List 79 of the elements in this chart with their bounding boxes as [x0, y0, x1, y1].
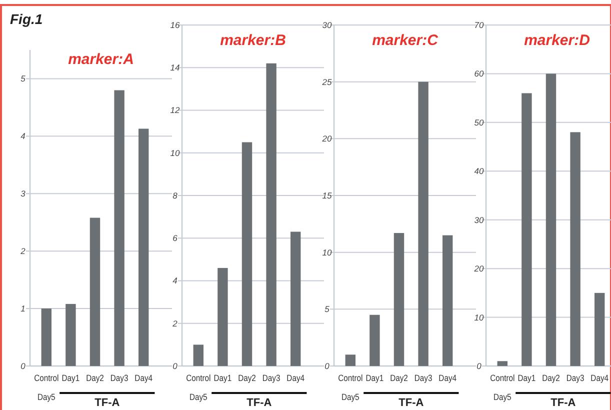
bar: [242, 142, 252, 366]
x-tick-label: Day4: [590, 372, 609, 384]
bar: [370, 314, 380, 366]
x-tick-label: Day2: [238, 372, 256, 384]
bar: [345, 354, 356, 366]
y-tick-label: 40: [474, 166, 484, 176]
y-tick-label: 0: [324, 360, 330, 371]
bar: [90, 218, 100, 366]
y-tick-label: 14: [170, 62, 180, 73]
text: marker:C: [372, 32, 440, 49]
x-tick-label: Day3: [414, 372, 433, 384]
x-tick-label: Day3: [110, 372, 129, 384]
x-tick-label: Day1: [518, 372, 536, 384]
bar: [394, 233, 404, 366]
bar: [570, 132, 580, 366]
y-tick-label: 30: [474, 214, 484, 225]
x-tick-label: Day4: [438, 372, 457, 384]
y-tick-label: 5: [20, 74, 26, 84]
y-tick-label: 8: [172, 190, 178, 200]
text: marker:B: [220, 32, 286, 49]
y-tick-label: 12: [170, 105, 180, 116]
caption: Fig.1: [10, 11, 43, 27]
x-tick-label: Day2: [390, 372, 408, 384]
chart-title: marker:A: [68, 51, 134, 68]
x-tick-label: Day2: [542, 372, 560, 384]
text: marker:D: [524, 32, 590, 49]
y-tick-label: 10: [474, 312, 484, 322]
bar: [41, 308, 52, 366]
text: TF-A: [398, 397, 424, 409]
y-tick-label: 4: [20, 131, 26, 142]
y-tick-label: 16: [170, 20, 180, 30]
text: TF-A: [94, 397, 120, 409]
bar: [114, 90, 124, 366]
y-tick-label: 0: [172, 360, 178, 371]
y-tick-label: 25: [321, 76, 332, 87]
bar: [497, 361, 508, 366]
x-tick-label: Day2: [86, 372, 104, 384]
y-tick-label: 0: [20, 360, 26, 371]
y-tick-label: 1: [20, 304, 26, 314]
bar: [218, 268, 228, 366]
x-tick-label: Day4: [134, 372, 153, 384]
y-tick-label: 0: [476, 360, 482, 371]
bar: [546, 74, 556, 366]
y-tick-label: 30: [322, 20, 332, 30]
bar: [442, 235, 453, 366]
text: TF-A: [246, 397, 272, 409]
y-tick-label: 10: [170, 148, 180, 158]
x-tick-label: Control Day5: [34, 372, 59, 402]
y-tick-label: 2: [172, 318, 178, 328]
y-tick-label: 50: [474, 117, 484, 128]
bar: [290, 232, 301, 366]
y-tick-label: 70: [474, 20, 484, 30]
y-tick-label: 4: [172, 276, 178, 286]
bar: [418, 82, 428, 366]
y-tick-label: 15: [322, 190, 332, 200]
y-tick-label: 2: [20, 246, 26, 256]
x-tick-label: Day4: [286, 372, 305, 384]
y-tick-label: 60: [474, 68, 484, 79]
bar: [138, 128, 149, 366]
x-tick-label: Day1: [214, 372, 232, 384]
bar: [266, 63, 276, 366]
bar: [66, 304, 76, 366]
x-tick-label: Day1: [62, 372, 80, 384]
bar: [193, 344, 204, 366]
y-tick-label: 10: [322, 247, 332, 258]
x-tick-label: Day1: [366, 372, 384, 384]
y-tick-label: 5: [324, 304, 330, 314]
y-tick-label: 20: [473, 264, 484, 274]
x-tick-label: Control Day5: [338, 372, 363, 402]
bar: [522, 93, 532, 366]
y-tick-label: 3: [20, 188, 26, 199]
y-tick-label: 6: [172, 233, 178, 244]
y-tick-label: 20: [321, 134, 332, 144]
bar: [594, 292, 605, 366]
x-tick-label: Day3: [262, 372, 281, 384]
text: TF-A: [550, 397, 576, 409]
x-tick-label: Control Day5: [186, 372, 211, 402]
x-tick-label: Day3: [566, 372, 585, 384]
x-tick-label: Control Day5: [490, 372, 515, 402]
